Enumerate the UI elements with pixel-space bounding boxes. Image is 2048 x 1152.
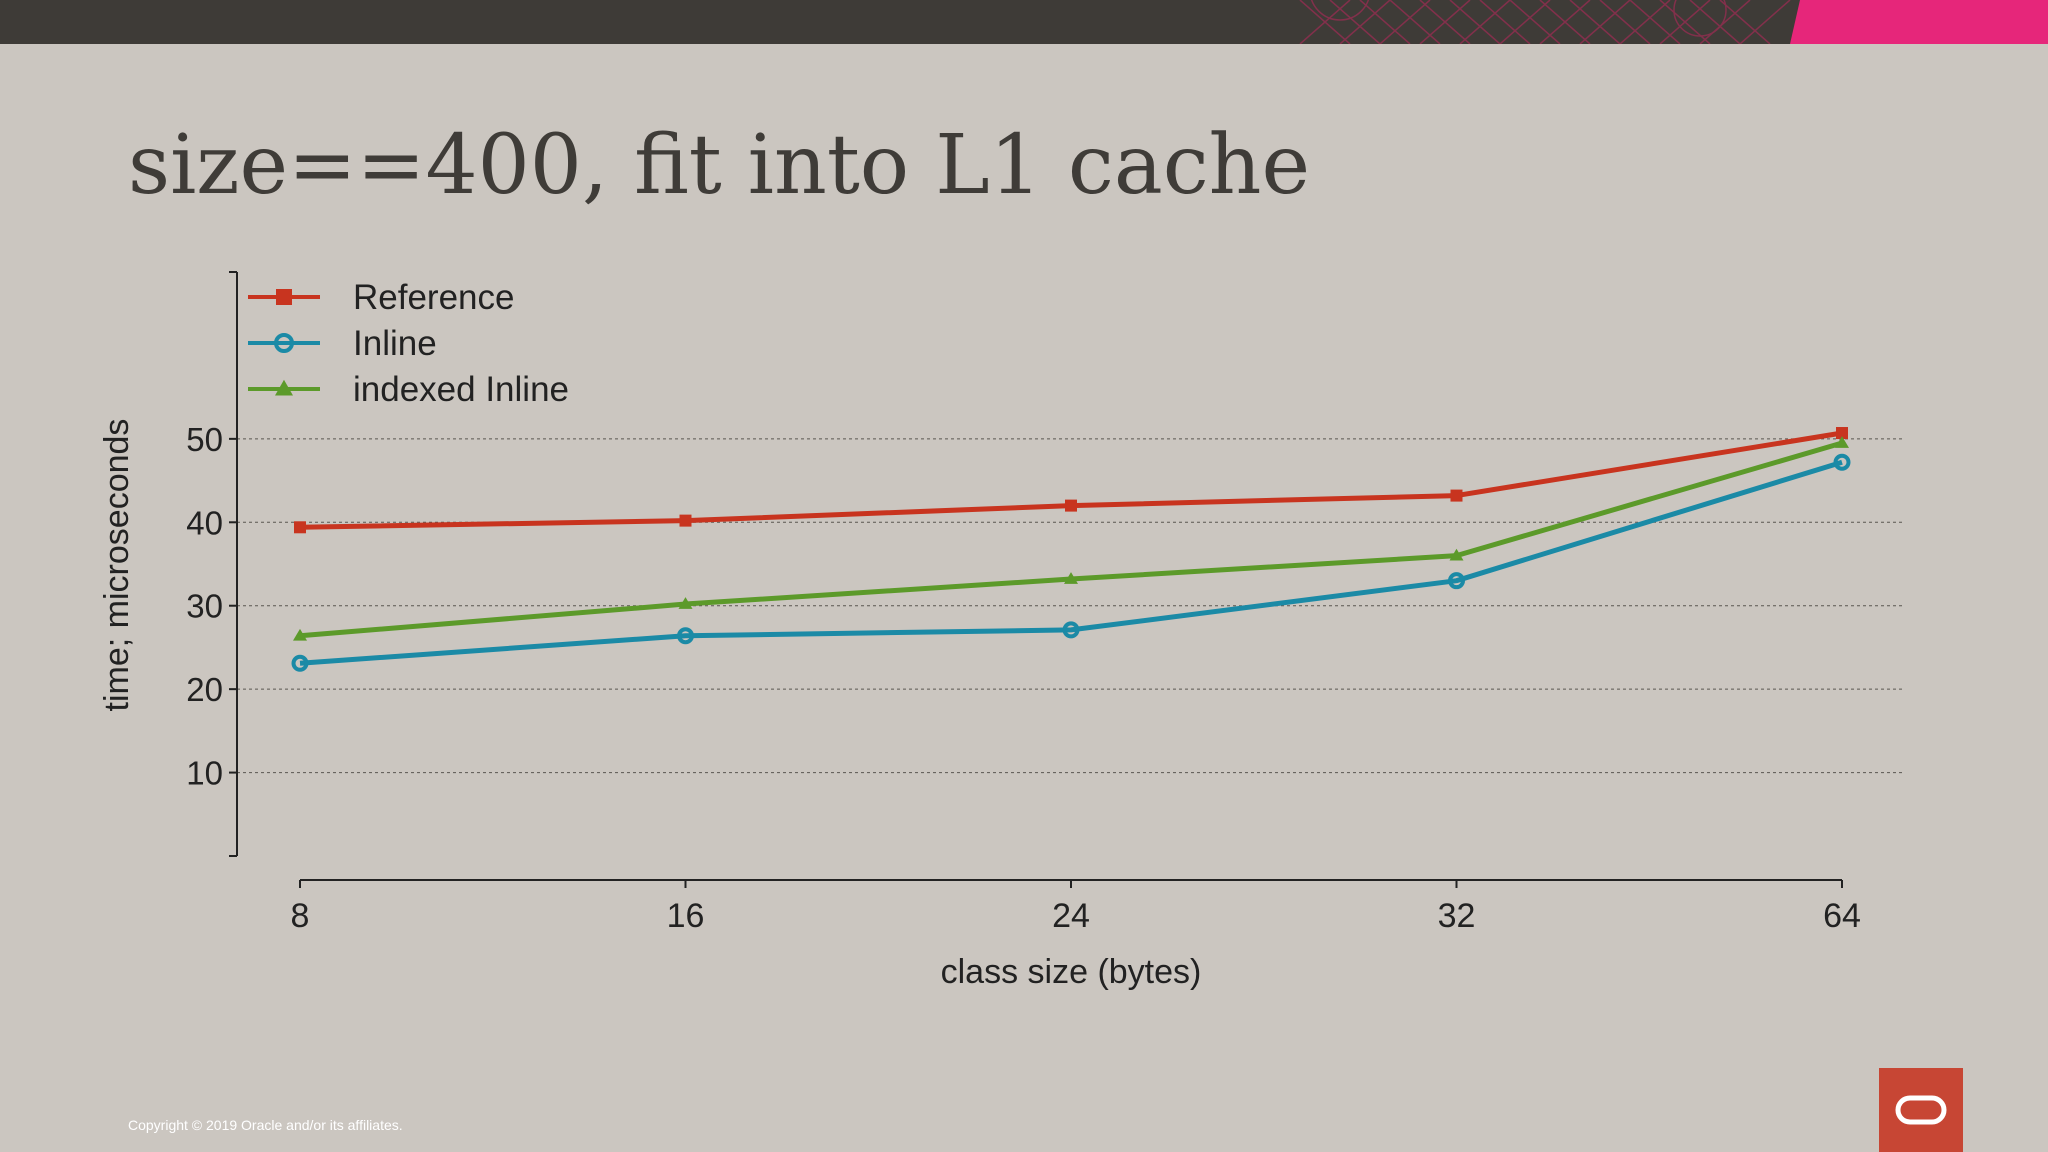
data-point-triangle	[678, 597, 693, 609]
data-point-circle	[1062, 621, 1080, 639]
series-inline	[291, 453, 1851, 672]
pink-accent	[1790, 0, 2048, 44]
data-point-circle	[1833, 453, 1851, 471]
legend-label: Inline	[353, 324, 437, 363]
oracle-logo-icon	[1879, 1068, 1963, 1152]
slide-title: size==400, fit into L1 cache	[128, 118, 1310, 213]
x-tick-label: 16	[667, 897, 705, 935]
y-tick-label: 20	[186, 671, 223, 708]
y-tick-label: 30	[186, 588, 223, 625]
x-tick-label: 64	[1823, 897, 1861, 935]
chart-series	[291, 427, 1851, 672]
y-axis-label: time; microseconds	[98, 419, 136, 712]
legend-label: indexed Inline	[353, 370, 569, 409]
legend-label: Reference	[353, 278, 514, 317]
data-point-square	[294, 521, 306, 534]
x-tick-label: 24	[1052, 897, 1090, 935]
legend-entry: Inline	[248, 324, 437, 363]
legend-entry: indexed Inline	[248, 370, 569, 409]
data-point-circle	[274, 333, 294, 353]
data-point-square	[679, 514, 692, 527]
copyright-text: Copyright © 2019 Oracle and/or its affil…	[128, 1117, 403, 1133]
y-tick-label: 10	[186, 755, 223, 792]
y-tick-label: 50	[186, 421, 223, 458]
series-line	[299, 459, 1843, 666]
legend-entry: Reference	[248, 278, 514, 317]
data-point-triangle	[1064, 572, 1078, 584]
chart-grid	[237, 438, 1905, 774]
data-point-circle	[677, 627, 694, 645]
data-point-square	[1065, 499, 1077, 512]
series-indexed-inline	[293, 436, 1849, 641]
data-point-triangle	[293, 628, 307, 641]
data-point-circle	[1448, 572, 1465, 590]
banner-pattern	[1299, 0, 2048, 44]
data-point-triangle	[1835, 436, 1849, 448]
top-banner	[0, 0, 2048, 44]
data-point-square	[1450, 489, 1463, 502]
data-point-circle	[291, 654, 309, 672]
data-point-square	[276, 289, 292, 305]
x-tick-label: 8	[291, 897, 310, 935]
chart-axes: 10 20 30 40 50 time; microseconds 8 16 24 32 64 cla…	[98, 271, 1861, 991]
x-tick-label: 32	[1438, 897, 1476, 935]
data-point-triangle	[275, 379, 293, 396]
line-chart: 10 20 30 40 50 time; microseconds 8 16 24 32 64 cla…	[98, 271, 1905, 991]
x-axis-label: class size (bytes)	[941, 953, 1202, 991]
y-tick-label: 40	[186, 504, 223, 541]
series-reference	[294, 427, 1848, 534]
data-point-square	[1836, 427, 1848, 440]
chart-legend: Reference Inline indexed Inline	[248, 278, 569, 409]
data-point-triangle	[1449, 548, 1464, 561]
